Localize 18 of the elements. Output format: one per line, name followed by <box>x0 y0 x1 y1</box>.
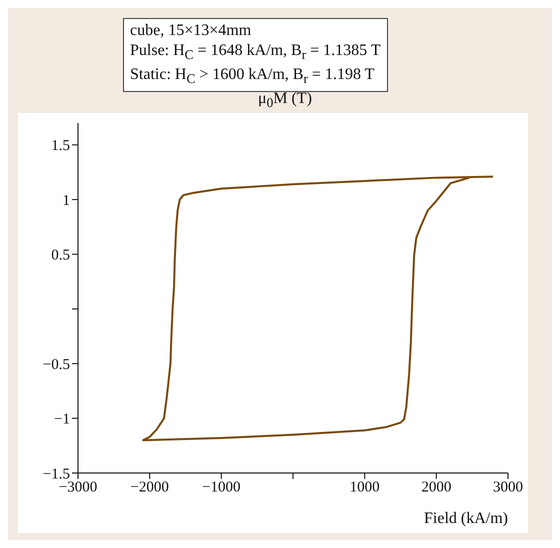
line-series <box>142 176 494 442</box>
x-tick-label: 1000 <box>350 480 380 496</box>
x-axis-title: Field (kA/m) <box>424 510 508 527</box>
x-tick-label: −3000 <box>58 480 98 496</box>
x-tick-label: −1000 <box>202 480 241 496</box>
text: Static: H$_{C}$ > 1600 kA/m, B$_{r}$ = 1.198 T <box>130 65 376 88</box>
y-tick-label: 0.5 <box>51 248 70 264</box>
y-tick-label: 1 <box>62 192 70 209</box>
x-tick-label: 3000 <box>493 480 523 496</box>
y-tick-label: −1.5 <box>42 466 70 482</box>
text: cube, 15×13×4mm <box>130 21 252 41</box>
y-tick-label: 1.5 <box>51 138 70 154</box>
text: Pulse: H$_{C}$ = 1648 kA/m, B$_{r}$ = 1.1385 T <box>130 41 381 64</box>
x-tick-label: 2000 <box>421 480 452 496</box>
y-axis-title: μ$_{0}$M (T) <box>258 90 312 112</box>
y-tick-label: −0.5 <box>42 356 70 373</box>
x-tick-label: −2000 <box>130 480 169 496</box>
y-tick-label: −1 <box>54 412 70 428</box>
